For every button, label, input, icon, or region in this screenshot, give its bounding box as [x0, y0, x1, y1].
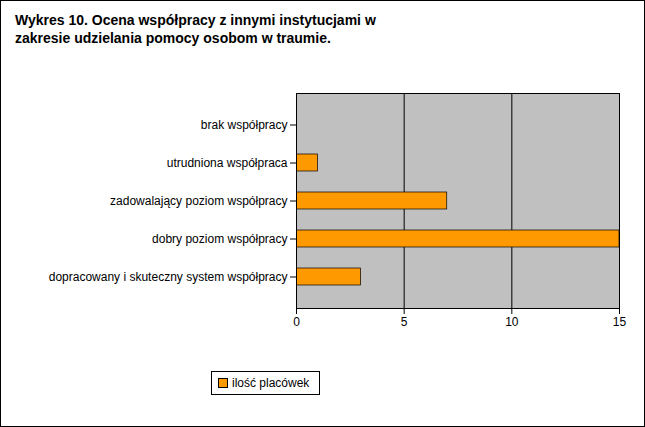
svg-text:5: 5	[401, 315, 408, 329]
svg-text:brak współpracy: brak współpracy	[201, 118, 288, 132]
svg-text:15: 15	[613, 315, 627, 329]
html-text:ilość placówek: ilość placówek	[232, 376, 310, 390]
svg-text:10: 10	[505, 315, 519, 329]
svg-text:zadowalający poziom współpracy: zadowalający poziom współpracy	[110, 194, 287, 208]
svg-text:dopracowany i skuteczny system: dopracowany i skuteczny system współprac…	[49, 270, 288, 284]
svg-text:dobry poziom współpracy: dobry poziom współpracy	[152, 232, 287, 246]
html-text:Wykres 10. Ocena współpracy z: Wykres 10. Ocena współpracy z innymi ins…	[15, 12, 376, 46]
svg-text:utrudniona współpraca: utrudniona współpraca	[167, 156, 288, 170]
svg-text:0: 0	[293, 315, 300, 329]
